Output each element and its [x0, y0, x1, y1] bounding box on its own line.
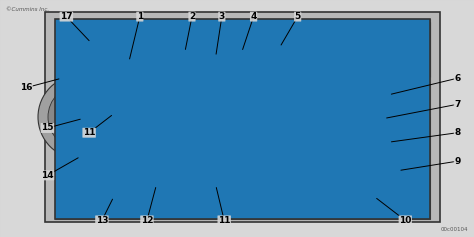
Circle shape: [48, 85, 112, 149]
Circle shape: [325, 142, 335, 152]
Bar: [355, 150, 423, 162]
Bar: [355, 170, 423, 182]
Text: 8: 8: [454, 128, 461, 137]
Circle shape: [374, 56, 386, 68]
Bar: [212, 34, 218, 42]
Circle shape: [285, 167, 295, 177]
Text: 4: 4: [250, 12, 257, 21]
Circle shape: [254, 201, 266, 213]
Text: 16: 16: [20, 83, 32, 92]
Circle shape: [70, 37, 250, 217]
Bar: [398, 74, 426, 82]
Circle shape: [38, 75, 122, 159]
Text: 11: 11: [218, 216, 230, 225]
Bar: [142, 149, 408, 157]
Polygon shape: [45, 12, 440, 222]
Bar: [238, 35, 252, 47]
Text: 3: 3: [219, 12, 225, 21]
Bar: [173, 35, 187, 47]
Polygon shape: [267, 77, 298, 107]
Bar: [55, 22, 430, 77]
Bar: [78, 44, 84, 72]
Bar: [55, 19, 430, 219]
Text: 12: 12: [141, 216, 153, 225]
Text: 7: 7: [454, 100, 461, 109]
Circle shape: [306, 123, 314, 131]
Bar: [398, 119, 426, 127]
Text: 11: 11: [83, 128, 95, 137]
Bar: [98, 44, 104, 72]
Bar: [297, 34, 303, 42]
Bar: [268, 35, 282, 47]
Text: 15: 15: [41, 123, 54, 132]
Bar: [55, 19, 145, 219]
Bar: [62, 34, 117, 79]
Bar: [293, 35, 307, 47]
Circle shape: [191, 158, 199, 166]
Bar: [272, 34, 278, 42]
Circle shape: [91, 38, 99, 46]
Bar: [60, 122, 90, 172]
Bar: [142, 189, 408, 197]
Bar: [142, 134, 408, 142]
Bar: [320, 37, 420, 112]
Text: 2: 2: [189, 12, 195, 21]
Bar: [68, 44, 74, 72]
Bar: [63, 125, 87, 169]
Bar: [355, 135, 423, 147]
Circle shape: [221, 148, 229, 156]
Text: 5: 5: [294, 12, 301, 21]
Text: 9: 9: [454, 157, 461, 166]
Circle shape: [160, 137, 170, 147]
Bar: [350, 117, 430, 212]
Bar: [140, 32, 330, 72]
Circle shape: [355, 37, 405, 87]
Bar: [210, 189, 310, 217]
Text: ©Cummins Inc.: ©Cummins Inc.: [6, 7, 49, 12]
Text: 6: 6: [454, 74, 461, 83]
Bar: [55, 19, 430, 219]
Bar: [55, 22, 430, 37]
Bar: [140, 72, 340, 117]
Bar: [200, 184, 320, 219]
Text: 1: 1: [137, 12, 143, 21]
Bar: [108, 44, 114, 72]
Text: 13: 13: [96, 216, 108, 225]
Bar: [242, 34, 248, 42]
Bar: [398, 104, 426, 112]
Bar: [177, 34, 183, 42]
Text: 14: 14: [41, 171, 54, 180]
Text: 00c00104: 00c00104: [440, 227, 468, 232]
Polygon shape: [215, 77, 255, 107]
Bar: [398, 89, 426, 97]
Bar: [142, 169, 408, 177]
Circle shape: [366, 48, 394, 76]
Bar: [140, 112, 410, 212]
Text: 10: 10: [399, 216, 411, 225]
Bar: [88, 44, 94, 72]
Bar: [355, 190, 423, 202]
Circle shape: [62, 99, 98, 135]
Bar: [65, 37, 113, 75]
Circle shape: [87, 34, 103, 50]
Text: 17: 17: [60, 12, 73, 21]
Circle shape: [72, 109, 88, 125]
Bar: [208, 35, 222, 47]
Bar: [395, 77, 430, 137]
